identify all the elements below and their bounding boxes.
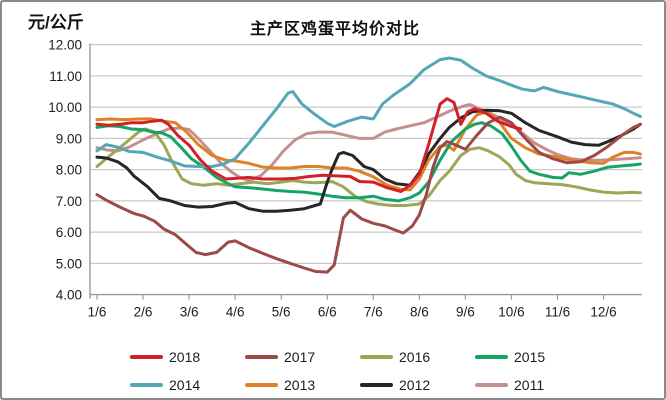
legend-item-2014: 2014	[130, 377, 245, 393]
legend-label-2013: 2013	[284, 377, 316, 393]
x-tick-label-9/6: 9/6	[456, 305, 475, 320]
y-tick-label-9.00: 9.00	[56, 131, 82, 146]
legend-swatch-2014	[130, 383, 163, 387]
x-tick-label-5/6: 5/6	[272, 305, 291, 320]
legend-item-2012: 2012	[360, 377, 475, 393]
chart-legend: 2018 2017 2016 2015 2014 2013 2012 2011	[130, 343, 590, 398]
series-line-2018	[95, 97, 523, 193]
y-tick-label-4.00: 4.00	[56, 288, 82, 303]
legend-item-2015: 2015	[475, 349, 590, 365]
legend-label-2015: 2015	[514, 349, 546, 365]
legend-item-2018: 2018	[130, 349, 245, 365]
legend-label-2018: 2018	[169, 349, 201, 365]
legend-item-2013: 2013	[245, 377, 360, 393]
legend-swatch-2011	[475, 383, 508, 387]
x-tick-label-4/6: 4/6	[226, 305, 245, 320]
y-tick-label-8.00: 8.00	[56, 163, 82, 178]
legend-label-2017: 2017	[284, 349, 316, 365]
y-tick-label-11.00: 11.00	[49, 69, 82, 84]
series-line-2017	[95, 115, 642, 274]
legend-label-2012: 2012	[399, 377, 431, 393]
legend-item-2016: 2016	[360, 349, 475, 365]
legend-swatch-2017	[245, 355, 278, 359]
y-tick-label-10.00: 10.00	[48, 100, 82, 115]
series-line-2012	[95, 108, 642, 213]
legend-swatch-2016	[360, 355, 393, 359]
legend-swatch-2015	[475, 355, 508, 359]
y-tick-label-6.00: 6.00	[56, 225, 82, 240]
y-tick-label-5.00: 5.00	[56, 256, 82, 271]
x-tick-label-10/6: 10/6	[498, 305, 524, 320]
x-tick-label-7/6: 7/6	[364, 305, 383, 320]
x-tick-label-1/6: 1/6	[88, 305, 107, 320]
x-tick-label-11/6: 11/6	[545, 305, 570, 320]
x-tick-label-6/6: 6/6	[318, 305, 337, 320]
series-line-2015	[95, 121, 642, 203]
y-axis-unit-label: 元/公斤	[28, 13, 84, 32]
legend-item-2011: 2011	[475, 377, 590, 393]
series-line-2014	[95, 56, 642, 168]
y-tick-label-12.00: 12.00	[48, 38, 82, 53]
x-tick-label-3/6: 3/6	[180, 305, 199, 320]
x-tick-label-2/6: 2/6	[134, 305, 153, 320]
legend-swatch-2012	[360, 383, 393, 387]
legend-item-2017: 2017	[245, 349, 360, 365]
legend-label-2011: 2011	[514, 377, 545, 393]
x-tick-label-8/6: 8/6	[410, 305, 429, 320]
series-line-2011	[95, 103, 642, 182]
chart-title: 主产区鸡蛋平均价对比	[249, 21, 420, 38]
x-tick-label-12/6: 12/6	[590, 305, 616, 320]
legend-label-2016: 2016	[399, 349, 431, 365]
legend-swatch-2013	[245, 383, 278, 387]
y-tick-label-7.00: 7.00	[56, 194, 82, 209]
legend-swatch-2018	[130, 355, 163, 359]
legend-label-2014: 2014	[169, 377, 201, 393]
series-line-2013	[95, 110, 642, 192]
